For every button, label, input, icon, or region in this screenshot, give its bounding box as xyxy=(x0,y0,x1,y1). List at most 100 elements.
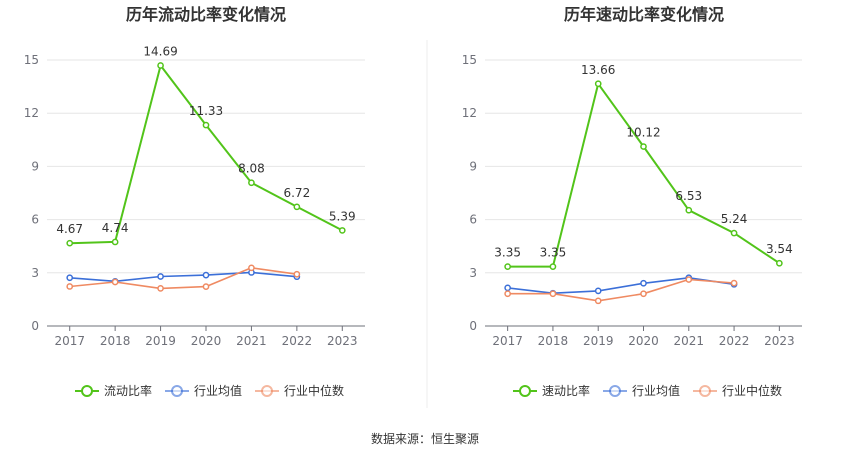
legend-item-industry-median[interactable]: 行业中位数 xyxy=(255,383,344,398)
industry-median-line xyxy=(507,278,735,302)
y-tick-label: 3 xyxy=(469,266,477,280)
data-label: 10.12 xyxy=(626,126,660,140)
y-tick-label: 6 xyxy=(31,213,39,227)
x-tick-label: 2018 xyxy=(538,334,569,348)
x-tick-label: 2020 xyxy=(628,334,659,348)
industry-avg-point xyxy=(157,273,164,280)
legend-label: 行业中位数 xyxy=(284,383,344,398)
legend-item-main[interactable]: 流动比率 xyxy=(75,383,152,398)
y-tick-label: 9 xyxy=(31,159,39,173)
data-label: 6.53 xyxy=(675,189,702,203)
y-tick-label: 15 xyxy=(24,53,39,67)
main-point xyxy=(730,229,738,237)
data-label: 11.33 xyxy=(189,104,223,118)
industry-median-point xyxy=(157,285,164,292)
chart-title: 历年速动比率变化情况 xyxy=(564,5,724,24)
data-label: 3.35 xyxy=(494,246,521,260)
x-tick-label: 2022 xyxy=(719,334,750,348)
main-point xyxy=(293,203,301,211)
industry-median-point xyxy=(202,283,210,290)
industry-median-line xyxy=(69,266,298,290)
main-point xyxy=(202,121,210,129)
x-tick-label: 2017 xyxy=(492,334,523,348)
legend-marker-icon xyxy=(699,385,711,397)
main-point xyxy=(549,263,557,270)
industry-median-point xyxy=(504,290,511,298)
x-tick-label: 2019 xyxy=(583,334,614,348)
data-label: 6.72 xyxy=(283,186,310,200)
y-tick-label: 3 xyxy=(31,266,39,280)
data-label: 4.74 xyxy=(102,221,129,235)
y-tick-label: 9 xyxy=(469,159,477,173)
main-point xyxy=(66,239,74,247)
x-tick-label: 2021 xyxy=(674,334,705,348)
source-footer: 数据来源：恒生聚源 xyxy=(371,431,479,446)
industry-avg-point xyxy=(594,287,602,295)
main-line xyxy=(69,64,343,245)
main-point xyxy=(594,80,602,88)
industry-median-point xyxy=(293,270,301,278)
data-label: 3.54 xyxy=(766,242,793,256)
legend-item-main[interactable]: 速动比率 xyxy=(513,383,590,398)
data-label: 3.35 xyxy=(540,246,567,260)
y-tick-label: 15 xyxy=(462,53,477,67)
y-tick-label: 0 xyxy=(31,319,39,333)
x-tick-label: 2020 xyxy=(191,334,222,348)
legend-label: 行业均值 xyxy=(194,383,242,398)
data-label: 8.08 xyxy=(238,162,265,176)
industry-median-point xyxy=(248,264,255,272)
data-label: 5.39 xyxy=(329,209,356,223)
industry-avg-point xyxy=(640,279,647,287)
x-tick-label: 2022 xyxy=(282,334,313,348)
industry-median-point xyxy=(549,290,557,298)
chart-title: 历年流动比率变化情况 xyxy=(126,5,286,24)
main-point xyxy=(111,238,119,246)
y-tick-label: 12 xyxy=(462,106,477,120)
x-tick-label: 2018 xyxy=(100,334,131,348)
industry-avg-point xyxy=(202,271,210,279)
x-tick-label: 2019 xyxy=(145,334,176,348)
industry-avg-line xyxy=(69,271,297,283)
industry-avg-point xyxy=(504,284,511,292)
main-point xyxy=(248,179,255,187)
data-label: 4.67 xyxy=(56,222,83,236)
main-line xyxy=(507,82,780,268)
legend-marker-icon xyxy=(261,385,273,397)
current-ratio-chart: 历年流动比率变化情况 0 3 6 9 12 15 2017 2018 2019 2020 2021 20… xyxy=(24,5,365,398)
x-tick-label: 2023 xyxy=(764,334,795,348)
y-tick-label: 0 xyxy=(469,319,477,333)
main-point xyxy=(504,263,511,270)
legend-item-industry-median[interactable]: 行业中位数 xyxy=(693,383,782,398)
x-tick-label: 2017 xyxy=(54,334,85,348)
industry-median-point xyxy=(111,278,119,286)
industry-median-point xyxy=(730,279,738,287)
quick-ratio-chart: 历年速动比率变化情况 0 3 6 9 12 15 2017 2018 2019 2020 2021 20… xyxy=(462,5,802,398)
industry-avg-line xyxy=(507,276,735,295)
legend-marker-icon xyxy=(519,385,531,397)
main-point xyxy=(685,206,693,214)
main-point xyxy=(157,62,164,69)
main-point xyxy=(640,143,647,150)
industry-median-point xyxy=(640,290,647,298)
legend-item-industry-avg[interactable]: 行业均值 xyxy=(603,383,680,398)
y-tick-label: 6 xyxy=(469,213,477,227)
legend-label: 速动比率 xyxy=(542,383,590,398)
industry-avg-point xyxy=(66,274,74,282)
legend-marker-icon xyxy=(81,385,93,397)
industry-median-point xyxy=(66,283,74,290)
legend-marker-icon xyxy=(171,385,183,397)
x-tick-label: 2021 xyxy=(236,334,267,348)
main-point xyxy=(338,227,346,234)
legend-marker-icon xyxy=(609,385,621,397)
industry-median-point xyxy=(594,297,602,305)
data-label: 14.69 xyxy=(143,44,177,58)
y-tick-label: 12 xyxy=(24,106,39,120)
data-label: 13.66 xyxy=(581,63,615,77)
main-point xyxy=(776,259,783,267)
industry-median-point xyxy=(685,276,693,283)
data-label: 5.24 xyxy=(721,212,748,226)
x-tick-label: 2023 xyxy=(327,334,358,348)
legend-label: 行业中位数 xyxy=(722,383,782,398)
legend-item-industry-avg[interactable]: 行业均值 xyxy=(165,383,242,398)
